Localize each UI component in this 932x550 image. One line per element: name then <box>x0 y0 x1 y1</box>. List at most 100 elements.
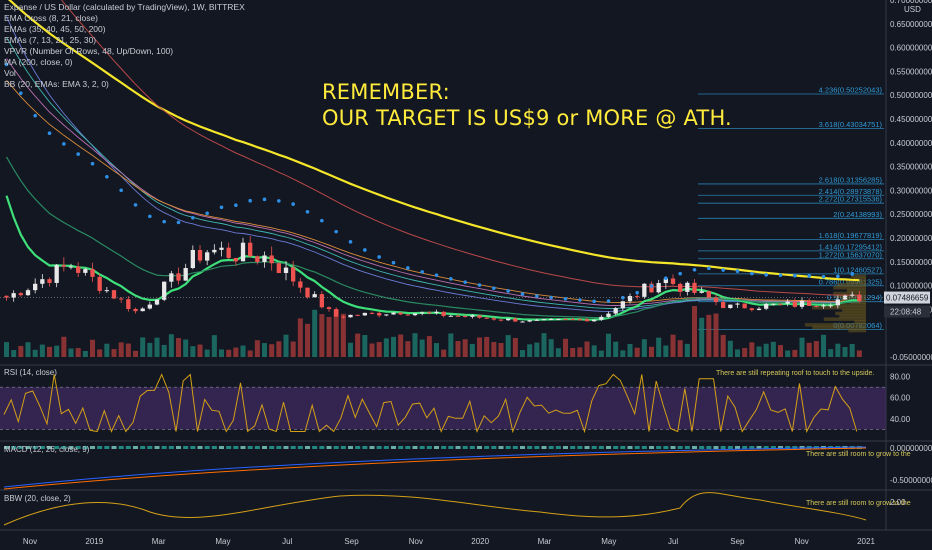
volume-bar <box>176 338 182 357</box>
legend-vol[interactable]: Vol <box>4 68 16 78</box>
macd-hist-bar <box>355 446 361 449</box>
legend-title[interactable]: Expanse / US Dollar (calculated by Tradi… <box>4 2 245 12</box>
bb-dot <box>649 284 654 288</box>
moving-averages <box>5 0 860 321</box>
macd-hist-bar <box>598 446 604 449</box>
volume-bar <box>763 343 769 357</box>
candle-body <box>484 317 489 319</box>
volume-bar <box>799 337 805 357</box>
macd-hist-bar <box>97 446 103 449</box>
bbw-line <box>3 492 867 526</box>
indicator-panes: 80.00 60.00 40.00 0.00000000 -0.50000000 2.00 <box>0 373 932 526</box>
bbw-tick-label: 2.00 <box>890 498 906 507</box>
bb-dot <box>535 294 539 298</box>
candle-body <box>54 265 59 283</box>
candle-body <box>656 283 661 293</box>
macd-hist-bar <box>398 446 404 449</box>
price-tick-label: 0.65000000 <box>890 20 932 29</box>
bb-dot <box>793 273 797 278</box>
bbw-pane-label[interactable]: BBW (20, close, 2) <box>4 494 71 503</box>
vpvr-row <box>835 311 866 316</box>
candle-body <box>283 267 289 274</box>
bb-dot <box>635 290 639 295</box>
bb-dot <box>219 205 224 210</box>
candle-body <box>140 308 145 312</box>
fib-level-label: 1.618(0.19677819) <box>819 231 883 240</box>
candle-body <box>291 267 296 282</box>
bb-dot <box>33 113 37 118</box>
bb-dot <box>563 297 568 301</box>
bb-dot <box>363 248 367 252</box>
volume-bar <box>61 336 67 357</box>
legend-emas-short[interactable]: EMAs (7, 13, 21, 25, 30) <box>4 35 97 45</box>
candle-body <box>11 293 16 298</box>
macd-hist-bar <box>505 446 511 449</box>
candle-body <box>764 303 769 309</box>
legend-bb[interactable]: BB (20, EMAs: EMA 3, 2, 0) <box>4 79 109 89</box>
volume-bar <box>219 349 225 357</box>
volume-bar <box>520 350 526 357</box>
macd-hist-bar <box>727 446 733 449</box>
candle-body <box>527 320 532 322</box>
macd-hist-bar <box>649 446 655 449</box>
macd-hist-bar <box>211 446 217 449</box>
candle-body <box>427 312 432 314</box>
macd-hist-bar <box>68 446 74 449</box>
vpvr-row <box>850 274 866 279</box>
bb-dot <box>320 218 324 223</box>
volume-bar <box>713 313 719 357</box>
volume-bar <box>54 345 60 357</box>
bb-dot <box>434 273 439 277</box>
candle-body <box>814 305 819 307</box>
volume-bar <box>405 341 411 357</box>
candle-body <box>506 318 511 321</box>
macd-hist-bar <box>61 446 67 449</box>
candle-body <box>620 301 625 309</box>
volume-bar <box>25 342 31 357</box>
fib-level-label: 2.618(0.31356285) <box>819 175 883 184</box>
volume-bar <box>441 349 447 357</box>
candle-body <box>592 319 597 322</box>
volume-bar <box>319 314 325 357</box>
volume-bar <box>82 350 88 357</box>
candle-body <box>190 250 195 269</box>
price-tick-label: 0.40000000 <box>890 139 932 148</box>
volume-bar <box>735 349 741 357</box>
price-tick-label: 0.25000000 <box>890 210 932 219</box>
bb-dot <box>90 161 95 166</box>
price-tick-label: -0.05000000 <box>890 353 932 362</box>
candle-body <box>627 296 633 302</box>
macd-hist-bar <box>190 446 196 449</box>
candle-body <box>276 263 281 274</box>
time-tick-label: 2020 <box>471 537 489 546</box>
legend-emas-long[interactable]: EMAs (35, 40, 45, 50, 200) <box>4 24 106 34</box>
macd-hist-bar <box>756 446 762 449</box>
volume-bar <box>383 338 389 357</box>
legend-vpvr[interactable]: VPVR (Number Of Rows, 48, Up/Down, 100) <box>4 46 174 56</box>
macd-hist-bar <box>770 446 776 449</box>
rsi-pane-label[interactable]: RSI (14, close) <box>4 368 57 377</box>
bb-dot <box>520 292 525 296</box>
macd-hist-bar <box>434 446 440 449</box>
candle-body <box>219 247 224 250</box>
volume-bar <box>312 309 318 357</box>
legend-ema-cross[interactable]: EMA Cross (8, 21, close) <box>4 13 99 23</box>
bb-dot <box>305 209 310 214</box>
bb-dot <box>76 152 80 156</box>
macd-hist-bar <box>32 446 38 449</box>
macd-hist-bar <box>75 446 81 449</box>
candle-body <box>850 294 855 296</box>
volume-bar <box>613 341 619 357</box>
macd-hist-bar <box>763 446 769 449</box>
volume-bar <box>856 350 862 357</box>
macd-pane-label[interactable]: MACD (12, 26, close, 9) <box>4 445 90 454</box>
rsi-tick-label: 60.00 <box>890 394 911 403</box>
volume-bar <box>111 349 117 357</box>
legend-ma[interactable]: MA (200, close, 0) <box>4 57 73 67</box>
vpvr-row <box>846 288 866 293</box>
candle-body <box>828 305 833 307</box>
volume-bar <box>32 349 38 357</box>
candle-body <box>706 291 711 298</box>
volume-bar <box>749 342 755 357</box>
